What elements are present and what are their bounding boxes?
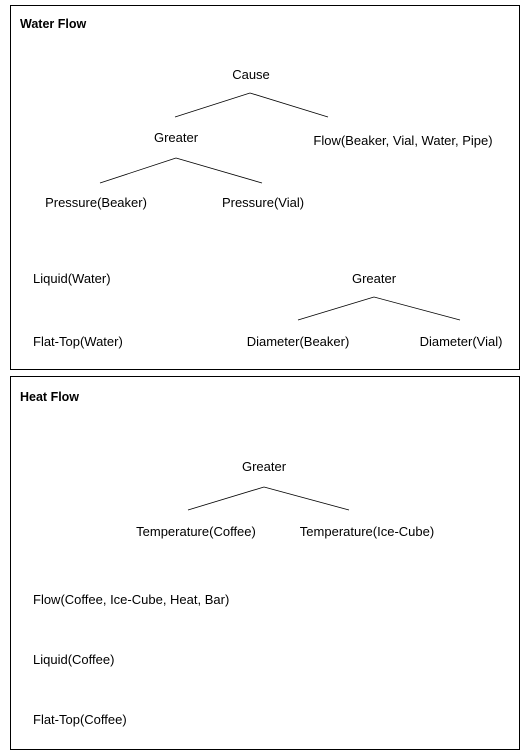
edge	[175, 157, 263, 184]
node: Pressure(Vial)	[222, 195, 304, 210]
edge	[373, 296, 461, 321]
node: Greater	[154, 130, 199, 145]
node: Diameter(Vial)	[420, 334, 503, 349]
edge	[297, 296, 375, 321]
panel-title: Heat Flow	[20, 390, 79, 404]
node: Flat-Top(Water)	[33, 334, 123, 349]
panel-title: Water Flow	[20, 17, 86, 31]
edge	[174, 92, 251, 118]
node: Greater	[242, 459, 287, 474]
edge	[187, 486, 265, 511]
edge	[249, 92, 329, 118]
node: Liquid(Coffee)	[33, 652, 114, 667]
node: Flow(Coffee, Ice-Cube, Heat, Bar)	[33, 592, 229, 607]
node: Pressure(Beaker)	[45, 195, 147, 210]
panel-frame	[10, 5, 520, 370]
edge	[263, 486, 350, 511]
node: Liquid(Water)	[33, 271, 111, 286]
panel-frame	[10, 376, 520, 750]
node: Cause	[232, 67, 270, 82]
node: Greater	[352, 271, 397, 286]
node: Temperature(Ice-Cube)	[300, 524, 434, 539]
node: Temperature(Coffee)	[136, 524, 256, 539]
node: Flat-Top(Coffee)	[33, 712, 127, 727]
node: Flow(Beaker, Vial, Water, Pipe)	[313, 133, 492, 148]
node: Diameter(Beaker)	[247, 334, 350, 349]
edge	[99, 157, 177, 184]
